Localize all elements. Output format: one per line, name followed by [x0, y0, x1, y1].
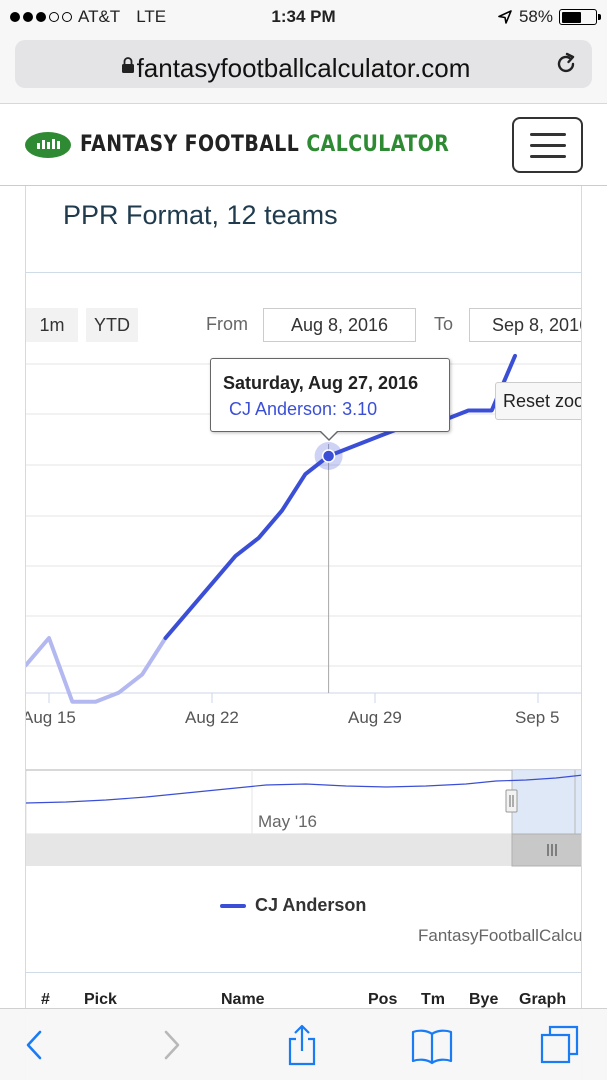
highlighted-point[interactable]: [321, 449, 336, 463]
table-header-bye: Bye: [469, 991, 499, 1008]
table-header-team: Tm: [421, 991, 445, 1008]
chart-legend[interactable]: CJ Anderson: [220, 895, 366, 916]
football-logo-icon[interactable]: [24, 130, 72, 160]
lock-icon: [122, 57, 134, 73]
browser-chrome: fantasyfootballcalculator.com: [0, 34, 607, 104]
data-point[interactable]: [187, 609, 191, 613]
address-bar[interactable]: fantasyfootballcalculator.com: [15, 40, 592, 88]
tooltip-value: CJ Anderson: 3.10: [229, 399, 378, 419]
signal-dot: [36, 12, 46, 22]
table-header-number: #: [41, 991, 50, 1008]
table-header-pick: Pick: [84, 991, 117, 1008]
data-point[interactable]: [94, 700, 98, 704]
table-header-name: Name: [221, 991, 265, 1008]
signal-dot: [62, 12, 72, 22]
table-header-pos: Pos: [368, 991, 398, 1008]
carrier-name: AT&T: [78, 7, 121, 26]
back-icon[interactable]: [13, 1023, 57, 1067]
url-text: fantasyfootballcalculator.com: [136, 53, 471, 83]
data-point[interactable]: [280, 509, 284, 513]
site-brand[interactable]: FANTASY FOOTBALL CALCULATOR: [80, 132, 449, 157]
data-point[interactable]: [210, 581, 214, 585]
network-type: LTE: [136, 7, 167, 26]
navigator-label: May '16: [258, 812, 317, 831]
brand-text-accent: CALCULATOR: [306, 132, 450, 157]
data-point[interactable]: [350, 445, 354, 449]
adp-line-chart[interactable]: [26, 186, 582, 886]
legend-series-name: CJ Anderson: [255, 895, 367, 915]
adp-chart-card: PPR Format, 12 teams 1m YTD From Aug 8, …: [25, 186, 582, 1080]
signal-dots: [10, 12, 72, 22]
range-button-1m[interactable]: 1m: [26, 308, 78, 342]
brand-text: FANTASY FOOTBALL: [80, 132, 300, 157]
to-date-input[interactable]: Sep 8, 2016: [469, 308, 581, 342]
status-bar: AT&T LTE 1:34 PM 58%: [0, 0, 607, 34]
battery-icon: [559, 9, 601, 25]
x-tick-label: Sep 5: [515, 708, 560, 727]
reset-zoom-button[interactable]: Reset zoom: [495, 382, 581, 420]
x-tick-label: Aug 15: [25, 708, 76, 727]
menu-bar: [530, 155, 566, 158]
table-header-graph: Graph: [519, 991, 567, 1008]
navigator-series-line: [26, 774, 581, 804]
menu-bar: [530, 133, 566, 136]
signal-dot: [49, 12, 59, 22]
navigator-handle[interactable]: [505, 789, 518, 813]
chart-credits[interactable]: FantasyFootballCalculator.com: [418, 926, 582, 945]
site-header: FANTASY FOOTBALL CALCULATOR: [0, 104, 607, 186]
navigator-area: [26, 769, 581, 835]
chart-title: PPR Format, 12 teams: [63, 200, 338, 230]
data-point[interactable]: [47, 636, 51, 640]
legend-swatch: [220, 903, 246, 908]
to-label: To: [434, 314, 454, 334]
from-label: From: [206, 314, 248, 334]
battery-fill: [561, 11, 581, 23]
reload-icon[interactable]: [554, 52, 578, 76]
navigator-scrollbar-thumb[interactable]: [511, 833, 582, 867]
tabs-icon[interactable]: [538, 1023, 582, 1067]
forward-icon[interactable]: [149, 1023, 193, 1067]
series-line[interactable]: [163, 353, 517, 640]
clock: 1:34 PM: [271, 7, 336, 26]
data-point[interactable]: [70, 700, 74, 704]
data-point[interactable]: [117, 691, 121, 695]
x-tick-label: Aug 29: [348, 708, 402, 727]
divider: [26, 972, 581, 973]
tooltip-date: Saturday, Aug 27, 2016: [223, 373, 419, 393]
data-point[interactable]: [513, 354, 517, 358]
x-tick-label: Aug 22: [185, 708, 239, 727]
data-point[interactable]: [164, 636, 168, 640]
data-point[interactable]: [257, 536, 261, 540]
divider: [26, 272, 581, 273]
menu-bar: [530, 144, 566, 147]
data-point[interactable]: [373, 436, 377, 440]
bookmarks-icon[interactable]: [410, 1023, 454, 1067]
battery-percent: 58%: [518, 7, 553, 26]
data-point[interactable]: [490, 409, 494, 413]
from-date-input[interactable]: Aug 8, 2016: [263, 308, 416, 342]
browser-toolbar: [0, 1008, 607, 1080]
data-point[interactable]: [140, 672, 144, 676]
data-point[interactable]: [303, 472, 307, 476]
tooltip-pointer-inner: [321, 431, 337, 439]
chart-tooltip: Saturday, Aug 27, 2016 CJ Anderson: 3.10: [210, 358, 450, 432]
hamburger-menu-button[interactable]: [512, 117, 583, 173]
signal-dot: [23, 12, 33, 22]
data-point[interactable]: [466, 409, 470, 413]
data-point[interactable]: [233, 554, 237, 558]
series-line-faded: [26, 636, 168, 704]
range-button-ytd[interactable]: YTD: [86, 308, 138, 342]
location-arrow-icon: [498, 10, 512, 24]
carrier-info: AT&T LTE: [10, 7, 166, 27]
signal-dot: [10, 12, 20, 22]
navigator-scrollbar-track: [26, 834, 581, 866]
share-icon[interactable]: [280, 1023, 324, 1067]
